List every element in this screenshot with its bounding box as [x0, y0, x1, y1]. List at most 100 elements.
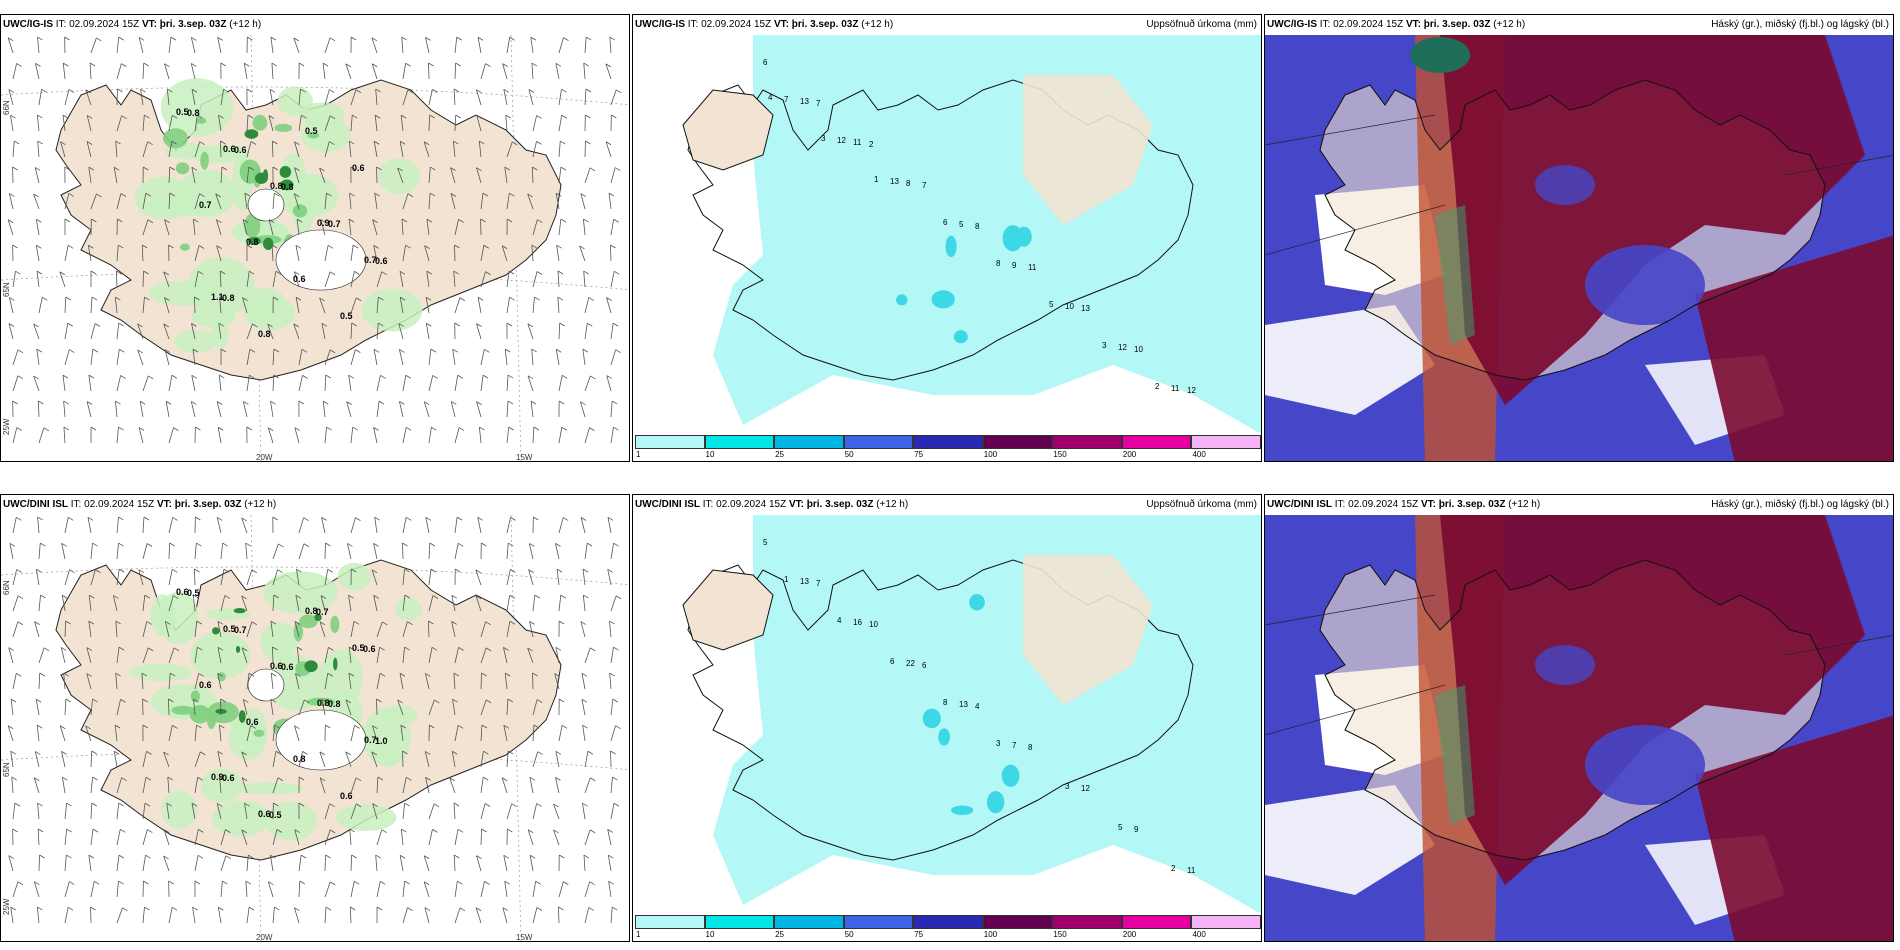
accum-value-label: 11: [1187, 866, 1196, 875]
lead-time: (+12 h): [1505, 499, 1541, 510]
precip-value-label: 0.5: [187, 588, 200, 598]
precip-map-panel-1: 0.5 0.6 0.8 0.9 0.7 1.1 0.8 0.5 0.6 0.7 0.8 0.6 0.5 0…: [0, 14, 630, 462]
accum-value-label: 2: [1171, 864, 1176, 873]
colorbar-tick: 25: [775, 450, 785, 459]
accum-value-label: 7: [784, 95, 789, 104]
init-time: IT: 02.09.2024 15Z: [68, 499, 157, 510]
accum-value-label: 12: [837, 136, 846, 145]
precip-value-label: 0.6: [281, 662, 294, 672]
colorbar-tick: 100: [983, 930, 998, 939]
precip-value-label: 0.8: [317, 698, 330, 708]
accum-precip-map: 6 7 2 7 8 11 13 10 12 13 11 8 5 9 10 12 11 7 12 13 6 8 5 3 2 4 3 1: [633, 35, 1261, 461]
colorbar-swatch: [704, 915, 775, 929]
colorbar-tick: 400: [1192, 450, 1206, 459]
colorbar-tick: 75: [914, 930, 924, 939]
accum-value-label: 13: [800, 97, 809, 106]
accum-value-label: 2: [869, 140, 874, 149]
precip-value-label: 0.6: [270, 661, 283, 671]
panel-header: UWC/IG-IS IT: 02.09.2024 15Z VT: þri. 3.…: [3, 19, 261, 31]
lead-time: (+12 h): [226, 19, 262, 30]
accum-value-label: 8: [996, 259, 1001, 268]
precip-value-label: 0.7: [199, 200, 212, 210]
colorbar-swatch: [1052, 915, 1122, 929]
lead-time: (+12 h): [1490, 19, 1526, 30]
precip-map: 0.50.60.80.90.71.10.80.50.60.70.80.60.50…: [1, 35, 629, 462]
field-title: Uppsöfnuð úrkoma (mm): [1146, 499, 1257, 510]
lon-label: 20W: [256, 933, 273, 942]
init-time: IT: 02.09.2024 15Z: [700, 499, 789, 510]
colorbar-swatch: [982, 435, 1053, 449]
accum-value-label: 5: [1118, 823, 1123, 832]
valid-time: VT: þri. 3.sep. 03Z: [156, 499, 242, 510]
colorbar-swatch: [1191, 435, 1261, 449]
colorbar-tick: 10: [705, 450, 715, 459]
accum-value-label: 2: [1155, 382, 1160, 391]
precip-value-label: 0.6: [223, 144, 236, 154]
panel-header: UWC/IG-IS IT: 02.09.2024 15Z VT: þri. 3.…: [1267, 19, 1525, 31]
accum-value-label: 3: [1065, 782, 1070, 791]
accum-value-label: 4: [768, 93, 773, 102]
accum-value-label: 7: [1012, 741, 1017, 750]
precip-value-label: 0.8: [270, 181, 283, 191]
precip-value-label: 0.6: [352, 163, 365, 173]
precip-value-label: 0.5: [352, 643, 365, 653]
precip-value-label: 0.7: [364, 255, 377, 265]
colorbar-tick: 150: [1053, 450, 1067, 459]
precip-value-label: 0.6: [199, 680, 212, 690]
colorbar: 1 10 25 50 75 100 150 200 400: [635, 915, 1261, 939]
accum-value-label: 5: [1049, 300, 1054, 309]
accum-value-label: 8: [1028, 743, 1033, 752]
precip-value-label: 0.5: [269, 810, 282, 820]
colorbar-swatch: [774, 435, 844, 449]
accum-value-label: 9: [1134, 825, 1139, 834]
accum-value-label: 10: [869, 620, 878, 629]
colorbar-tick: 25: [775, 930, 785, 939]
precip-value-label: 0.7: [316, 607, 329, 617]
accum-value-label: 13: [890, 177, 899, 186]
accum-value-label: 12: [1081, 784, 1090, 793]
init-time: IT: 02.09.2024 15Z: [685, 19, 774, 30]
lat-label: 65N: [2, 762, 11, 777]
accum-value-label: 9: [1012, 261, 1017, 270]
colorbar-swatch: [1052, 435, 1122, 449]
precip-value-label: 0.8: [246, 237, 259, 247]
accum-value-label: 5: [763, 538, 768, 547]
valid-time: VT: þri. 3.sep. 03Z: [141, 19, 227, 30]
cloud-cover-map: [1265, 35, 1893, 461]
accum-value-label: 5: [959, 220, 964, 229]
accum-value-label: 8: [943, 698, 948, 707]
colorbar-tick: 400: [1192, 930, 1206, 939]
colorbar-swatch: [635, 915, 705, 929]
accum-value-label: 4: [837, 616, 842, 625]
precip-value-label: 0.6: [293, 274, 306, 284]
colorbar-swatch: [843, 915, 914, 929]
precip-value-label: 0.5: [340, 311, 353, 321]
accum-value-label: 1: [784, 575, 789, 584]
accum-value-label: 22: [906, 659, 915, 668]
precip-value-label: 0.6: [246, 717, 259, 727]
colorbar-tick: 75: [914, 450, 924, 459]
lat-label: 66N: [2, 100, 11, 115]
cloud-cover-map: [1265, 515, 1893, 941]
accum-value-label: 8: [975, 222, 980, 231]
lon-label: 20W: [256, 453, 273, 462]
lon-label: 15W: [516, 453, 533, 462]
colorbar-tick: 200: [1122, 450, 1137, 459]
accum-value-label: 8: [906, 179, 911, 188]
field-title: Háský (gr.), miðský (fj.bl.) og lágský (…: [1711, 19, 1889, 30]
accum-value-label: 7: [816, 99, 821, 108]
accum-value-label: 13: [800, 577, 809, 586]
accum-value-label: 1: [874, 175, 879, 184]
precip-value-label: 0.5: [223, 624, 236, 634]
valid-time: VT: þri. 3.sep. 03Z: [1420, 499, 1506, 510]
accum-value-label: 7: [816, 579, 821, 588]
precip-value-label: 0.9: [317, 218, 330, 228]
lead-time: (+12 h): [858, 19, 894, 30]
field-title: Uppsöfnuð úrkoma (mm): [1146, 19, 1257, 30]
precip-value-label: 0.8: [187, 108, 200, 118]
accum-value-label: 4: [975, 702, 980, 711]
colorbar-tick: 50: [844, 450, 854, 459]
accum-value-label: 12: [1187, 386, 1196, 395]
colorbar-swatch: [635, 435, 705, 449]
accum-value-label: 11: [1028, 263, 1037, 272]
